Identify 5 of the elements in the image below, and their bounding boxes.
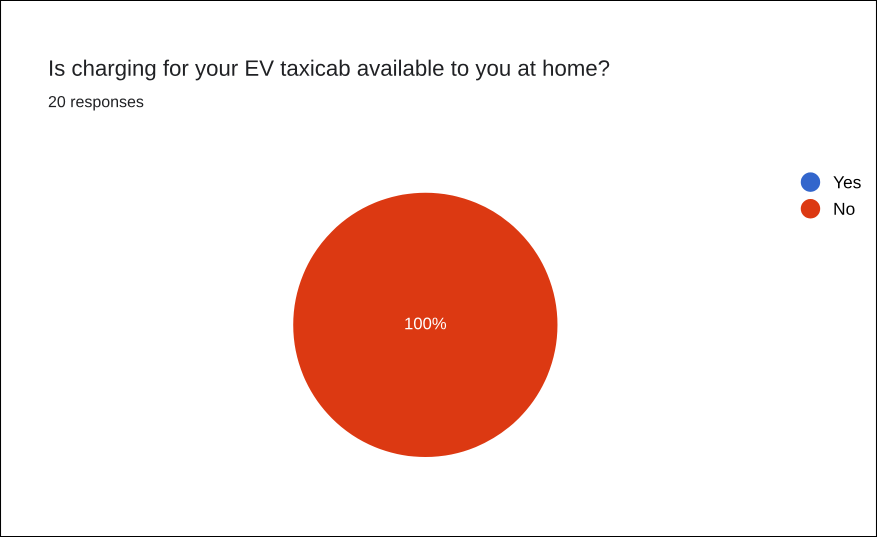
chart-title: Is charging for your EV taxicab available to you at home? [50, 60, 610, 80]
text: 20 responses [48, 96, 144, 110]
legend-label: Yes [833, 176, 861, 188]
data-label: 100% [405, 318, 446, 330]
legend-label: No [834, 202, 855, 215]
